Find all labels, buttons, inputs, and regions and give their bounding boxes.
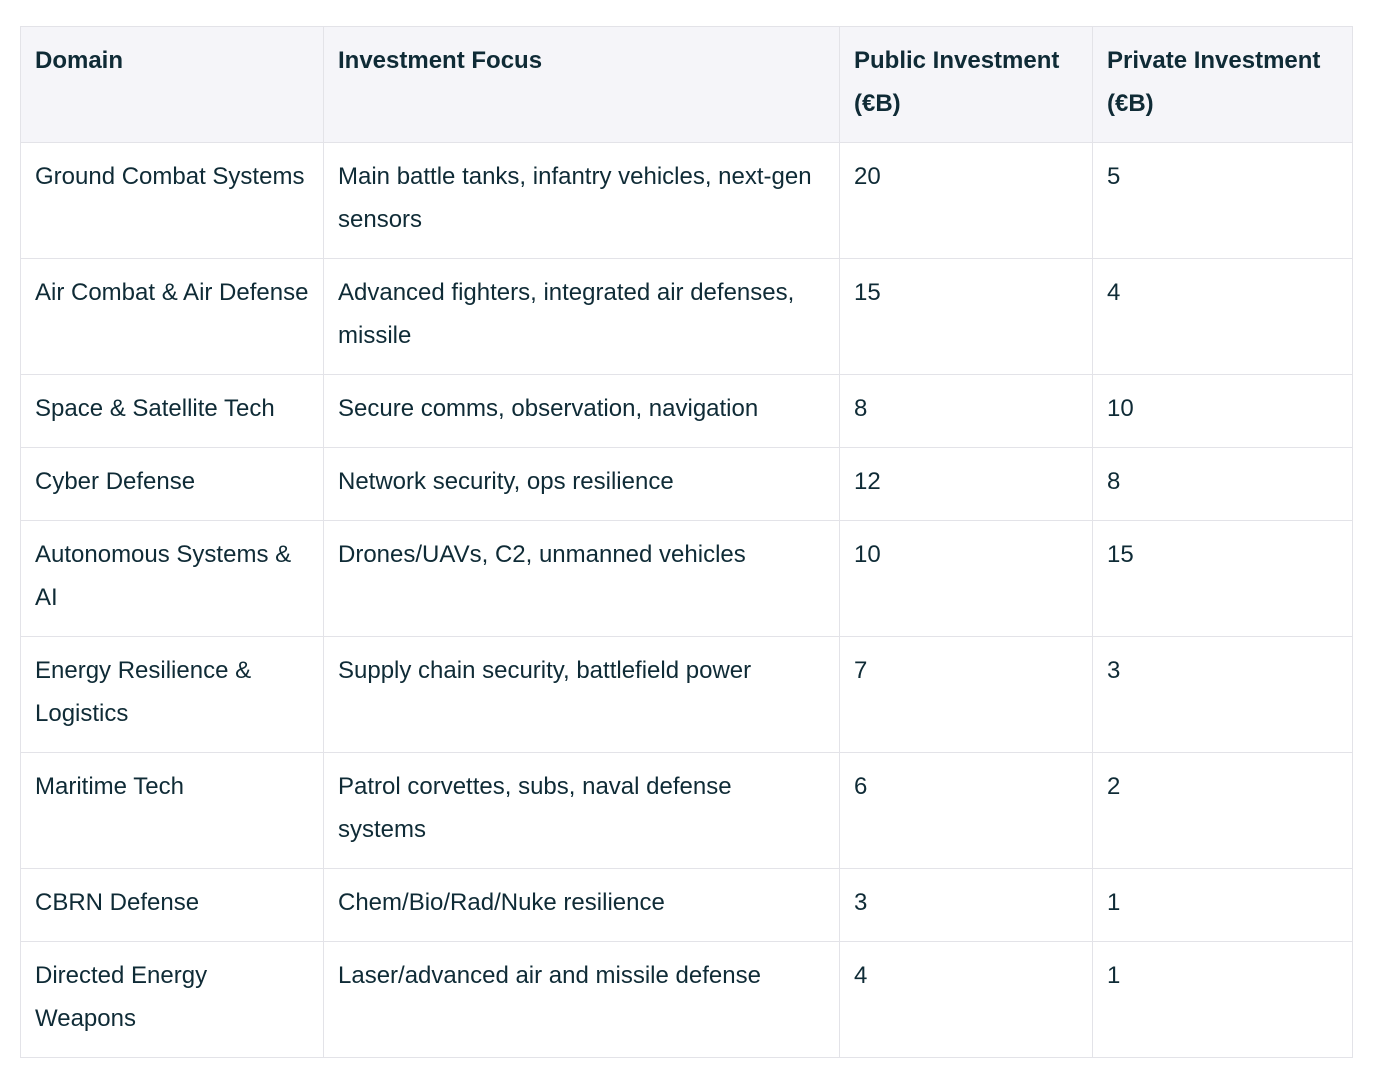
focus-cell: Chem/Bio/Rad/Nuke resilience — [323, 868, 840, 942]
domain-cell: Ground Combat Systems — [20, 142, 324, 259]
domain-cell: Autonomous Systems & AI — [20, 520, 324, 637]
public-cell: 3 — [839, 868, 1093, 942]
domain-cell: Maritime Tech — [20, 752, 324, 869]
table-header-row: Domain Investment Focus Public Investmen… — [20, 26, 1353, 143]
focus-cell: Secure comms, observation, navigation — [323, 374, 840, 448]
public-cell: 20 — [839, 142, 1093, 259]
focus-cell: Supply chain security, battlefield power — [323, 636, 840, 753]
domain-cell: Directed Energy Weapons — [20, 941, 324, 1058]
focus-cell: Drones/UAVs, C2, unmanned vehicles — [323, 520, 840, 637]
focus-cell: Advanced fighters, integrated air defens… — [323, 258, 840, 375]
header-domain: Domain — [20, 26, 324, 143]
public-cell: 8 — [839, 374, 1093, 448]
focus-cell: Laser/advanced air and missile defense — [323, 941, 840, 1058]
domain-cell: Air Combat & Air Defense — [20, 258, 324, 375]
private-cell: 8 — [1092, 447, 1353, 521]
investment-table: Domain Investment Focus Public Investmen… — [20, 26, 1353, 1058]
table-row: Energy Resilience & Logistics Supply cha… — [20, 636, 1353, 753]
public-cell: 12 — [839, 447, 1093, 521]
table-row: Air Combat & Air Defense Advanced fighte… — [20, 258, 1353, 375]
private-cell: 15 — [1092, 520, 1353, 637]
table-row: Ground Combat Systems Main battle tanks,… — [20, 142, 1353, 259]
private-cell: 2 — [1092, 752, 1353, 869]
domain-cell: CBRN Defense — [20, 868, 324, 942]
focus-cell: Patrol corvettes, subs, naval defense sy… — [323, 752, 840, 869]
header-public-investment: Public Investment (€B) — [839, 26, 1093, 143]
domain-cell: Cyber Defense — [20, 447, 324, 521]
public-cell: 4 — [839, 941, 1093, 1058]
investment-table-container: Domain Investment Focus Public Investmen… — [20, 26, 1353, 1058]
header-investment-focus: Investment Focus — [323, 26, 840, 143]
table-row: Space & Satellite Tech Secure comms, obs… — [20, 374, 1353, 448]
header-private-investment: Private Investment (€B) — [1092, 26, 1353, 143]
domain-cell: Energy Resilience & Logistics — [20, 636, 324, 753]
domain-cell: Space & Satellite Tech — [20, 374, 324, 448]
focus-cell: Network security, ops resilience — [323, 447, 840, 521]
public-cell: 7 — [839, 636, 1093, 753]
public-cell: 15 — [839, 258, 1093, 375]
private-cell: 10 — [1092, 374, 1353, 448]
table-row: CBRN Defense Chem/Bio/Rad/Nuke resilienc… — [20, 868, 1353, 942]
private-cell: 5 — [1092, 142, 1353, 259]
table-row: Cyber Defense Network security, ops resi… — [20, 447, 1353, 521]
private-cell: 1 — [1092, 941, 1353, 1058]
focus-cell: Main battle tanks, infantry vehicles, ne… — [323, 142, 840, 259]
private-cell: 3 — [1092, 636, 1353, 753]
public-cell: 10 — [839, 520, 1093, 637]
private-cell: 1 — [1092, 868, 1353, 942]
private-cell: 4 — [1092, 258, 1353, 375]
table-row: Maritime Tech Patrol corvettes, subs, na… — [20, 752, 1353, 869]
table-row: Autonomous Systems & AI Drones/UAVs, C2,… — [20, 520, 1353, 637]
public-cell: 6 — [839, 752, 1093, 869]
table-row: Directed Energy Weapons Laser/advanced a… — [20, 941, 1353, 1058]
